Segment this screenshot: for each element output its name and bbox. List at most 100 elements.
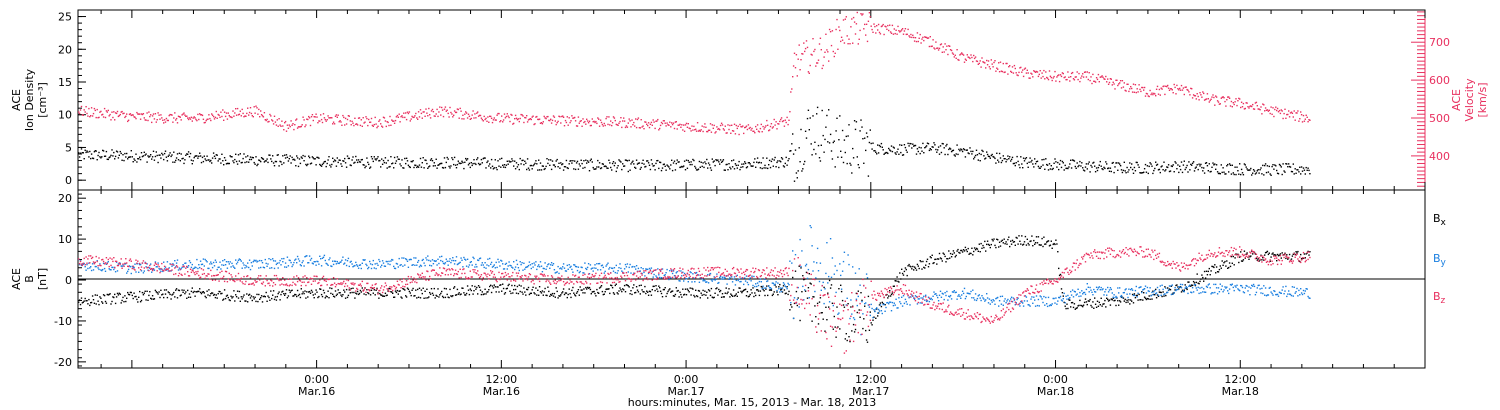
data-point-velocity xyxy=(913,40,916,42)
data-point-bx xyxy=(471,285,473,287)
data-point-bx xyxy=(304,290,306,292)
data-point-density xyxy=(490,158,493,161)
data-point-bx xyxy=(426,288,428,290)
data-point-velocity xyxy=(1183,93,1185,96)
data-point-velocity xyxy=(314,116,316,118)
data-point-bx xyxy=(377,292,379,294)
data-point-bx xyxy=(105,302,108,304)
data-point-velocity xyxy=(1146,93,1149,95)
data-point-velocity xyxy=(1132,83,1135,85)
data-point-velocity xyxy=(895,29,897,31)
data-point-bx xyxy=(114,302,117,305)
data-point-velocity xyxy=(176,122,179,124)
data-point-density xyxy=(957,153,959,156)
data-point-by xyxy=(261,262,264,264)
data-point-density xyxy=(1090,164,1092,167)
data-point-density xyxy=(809,117,811,119)
data-point-density xyxy=(897,148,899,150)
data-point-bx xyxy=(161,294,163,296)
data-point-velocity xyxy=(1269,112,1271,115)
data-point-by xyxy=(427,255,429,257)
data-point-velocity xyxy=(1142,86,1144,89)
data-point-by xyxy=(151,268,154,271)
data-point-bx xyxy=(962,249,965,251)
data-point-velocity xyxy=(537,118,539,121)
data-point-density xyxy=(1176,168,1178,170)
data-point-velocity xyxy=(656,120,658,122)
data-point-velocity xyxy=(967,56,969,58)
data-point-bx xyxy=(563,293,566,296)
data-point-velocity xyxy=(153,118,156,120)
data-point-by xyxy=(132,267,134,269)
data-point-bx xyxy=(1240,251,1242,253)
data-point-density xyxy=(1019,166,1021,169)
data-point-density xyxy=(336,157,338,159)
data-point-density xyxy=(818,157,821,159)
data-point-density xyxy=(1147,172,1149,175)
data-point-bx xyxy=(1175,284,1177,287)
data-point-density xyxy=(452,158,454,161)
data-point-density xyxy=(424,159,426,161)
data-point-velocity xyxy=(698,129,701,132)
data-point-by xyxy=(664,274,666,276)
data-point-velocity xyxy=(1221,96,1223,99)
data-point-density xyxy=(1264,163,1267,165)
data-point-bx xyxy=(1024,235,1027,238)
data-point-velocity xyxy=(1285,117,1287,119)
data-point-density xyxy=(1210,170,1212,173)
data-point-velocity xyxy=(560,122,562,124)
data-point-density xyxy=(233,161,235,164)
data-point-density xyxy=(918,146,920,149)
data-point-velocity xyxy=(1309,119,1311,121)
data-point-by xyxy=(476,266,478,268)
data-point-velocity xyxy=(458,117,460,119)
data-point-bx xyxy=(262,295,265,298)
data-point-velocity xyxy=(969,57,971,60)
legend-by-sub: y xyxy=(1441,258,1447,268)
data-point-density xyxy=(355,155,357,158)
data-point-by xyxy=(294,259,296,261)
data-point-velocity xyxy=(428,107,430,110)
data-point-density xyxy=(111,149,113,151)
data-point-by xyxy=(117,263,120,265)
data-point-bx xyxy=(799,319,801,322)
data-point-velocity xyxy=(480,117,483,119)
data-point-velocity xyxy=(961,53,964,55)
data-point-velocity xyxy=(482,120,484,122)
data-point-density xyxy=(222,160,224,162)
data-point-density xyxy=(853,120,856,122)
data-point-bx xyxy=(598,287,601,289)
data-point-density xyxy=(824,138,826,141)
data-point-bx xyxy=(623,284,626,287)
data-point-bx xyxy=(180,294,182,296)
data-point-density xyxy=(120,152,122,155)
data-point-velocity xyxy=(1295,112,1297,114)
data-point-bx xyxy=(126,297,128,299)
data-point-bx xyxy=(338,292,340,294)
data-point-density xyxy=(450,165,452,167)
data-point-velocity xyxy=(238,113,241,115)
data-point-bx xyxy=(583,288,585,290)
data-point-density xyxy=(370,156,373,158)
data-point-bx xyxy=(999,245,1002,247)
data-point-density xyxy=(453,156,456,159)
data-point-velocity xyxy=(1031,73,1033,75)
data-point-density xyxy=(446,156,448,159)
data-point-by xyxy=(666,268,668,271)
data-point-by xyxy=(588,273,591,275)
data-point-bx xyxy=(1183,289,1185,291)
data-point-by xyxy=(612,270,615,272)
data-point-velocity xyxy=(623,120,626,122)
b-axis-label-line2: B xyxy=(23,275,36,283)
data-point-by xyxy=(547,263,549,266)
data-point-velocity xyxy=(108,115,110,117)
data-point-by xyxy=(378,258,380,261)
data-point-bx xyxy=(1003,238,1005,240)
data-point-density xyxy=(384,157,387,159)
data-point-velocity xyxy=(1286,113,1288,116)
data-point-velocity xyxy=(1187,89,1189,91)
data-point-density xyxy=(697,168,700,170)
data-point-density xyxy=(638,162,641,164)
data-point-by xyxy=(447,264,449,266)
data-point-density xyxy=(1005,161,1007,163)
